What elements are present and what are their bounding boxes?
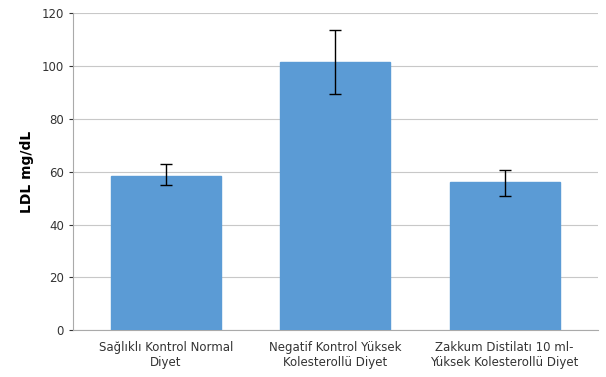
Bar	[450, 182, 559, 330]
Bar	[111, 176, 221, 330]
Bar	[280, 62, 390, 330]
Y-axis label: LDL mg/dL: LDL mg/dL	[21, 131, 35, 213]
